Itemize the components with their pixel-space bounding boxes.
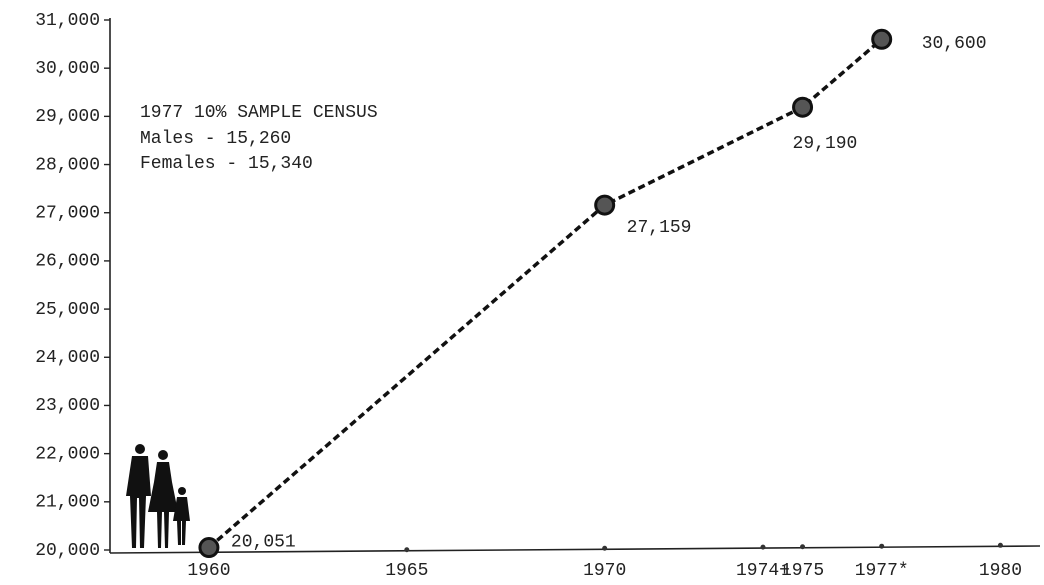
y-tick-label: 27,000 — [35, 203, 100, 223]
y-tick-label: 24,000 — [35, 348, 100, 368]
x-tick-label: 1965 — [385, 561, 428, 581]
point — [200, 539, 218, 557]
x-tick — [800, 544, 805, 549]
annotation: Females - 15,340 — [140, 154, 313, 174]
x-tick-label: 1975 — [781, 561, 824, 581]
chart: 1977 10% SAMPLE CENSUS Males - 15,260 Fe… — [0, 0, 1044, 585]
x-tick-label: 1977* — [855, 561, 909, 581]
annotation: Males - 15,260 — [140, 129, 291, 149]
family-illustration — [126, 444, 190, 548]
point — [596, 196, 614, 214]
y-tick-label: 22,000 — [35, 444, 100, 464]
x-tick-label: 1960 — [187, 561, 230, 581]
y-tick-label: 20,000 — [35, 541, 100, 561]
value-label: 29,190 — [793, 134, 858, 154]
annotation: 1977 10% SAMPLE CENSUS — [140, 103, 378, 123]
y-tick-label: 28,000 — [35, 155, 100, 175]
point — [794, 98, 812, 116]
x-tick — [998, 543, 1003, 548]
y-tick-label: 25,000 — [35, 300, 100, 320]
x-tick-label: 1980 — [979, 561, 1022, 581]
x-tick — [879, 544, 884, 549]
x-tick — [602, 546, 607, 551]
page: {"chart_data": { "type": "line", "annota… — [0, 0, 1044, 585]
x-tick-label: 1970 — [583, 561, 626, 581]
point — [873, 30, 891, 48]
value-label: 30,600 — [922, 34, 987, 54]
value-label: 27,159 — [627, 218, 692, 238]
value-label: 20,051 — [231, 532, 296, 552]
y-tick-label: 31,000 — [35, 11, 100, 31]
y-tick-label: 29,000 — [35, 107, 100, 127]
y-tick-label: 26,000 — [35, 252, 100, 272]
y-tick-label: 21,000 — [35, 493, 100, 513]
y-tick-label: 30,000 — [35, 59, 100, 79]
x-tick — [404, 547, 409, 552]
x-tick — [760, 545, 765, 550]
y-tick-label: 23,000 — [35, 396, 100, 416]
